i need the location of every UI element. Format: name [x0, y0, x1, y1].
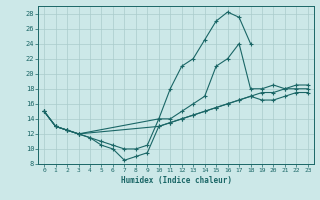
X-axis label: Humidex (Indice chaleur): Humidex (Indice chaleur): [121, 176, 231, 185]
